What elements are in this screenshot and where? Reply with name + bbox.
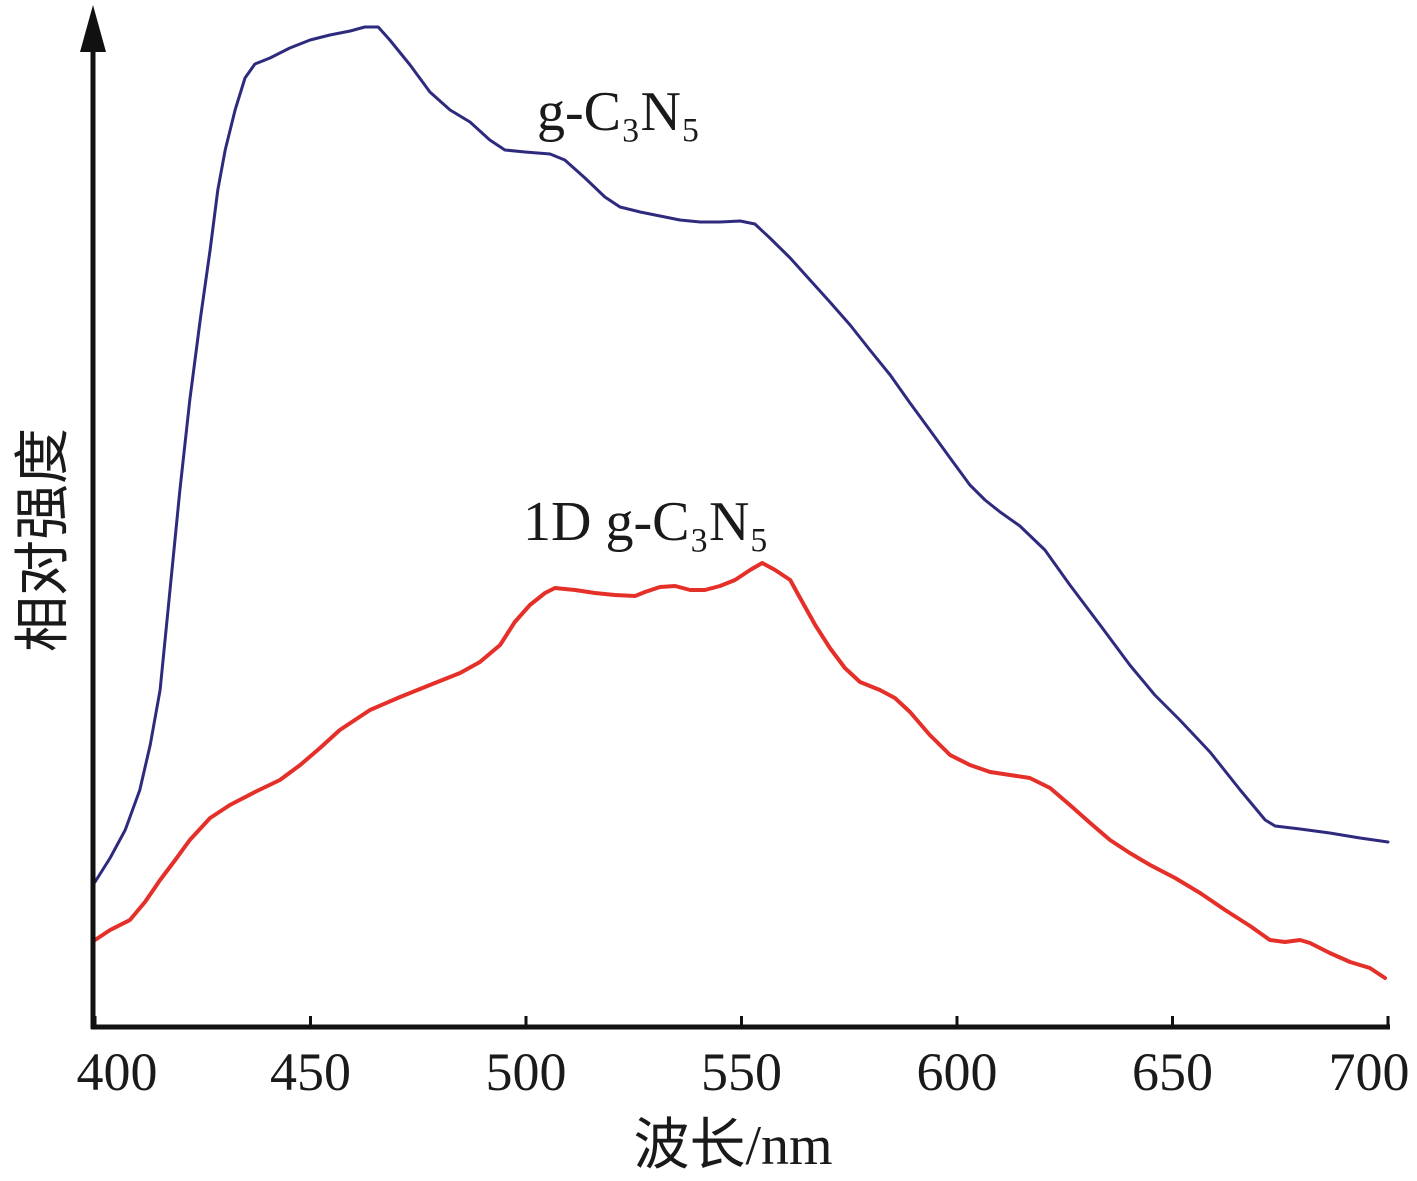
x-tick-label: 450 [270,1042,351,1102]
plot-area [93,25,1390,980]
series-label-1d-g-c3n5: 1D g-C₃N₅ [523,491,769,553]
y-axis-label: 相对强度 [13,428,75,652]
y-axis-arrow [80,5,106,52]
x-tick-label: 700 [1329,1042,1410,1102]
x-tick-label: 550 [701,1042,782,1102]
x-tick-label: 650 [1132,1042,1213,1102]
x-tick-label: 600 [917,1042,998,1102]
x-tick-label: 400 [77,1042,158,1102]
x-tick-label: 500 [486,1042,567,1102]
series-label-g-c3n5: g-C₃N₅ [537,81,701,143]
x-axis-label: 波长/nm [633,1115,832,1177]
series-line-g-c3n5 [93,25,1390,884]
x-axis-ticks: 400 450 500 550 600 650 700 [77,1016,1410,1102]
series-line-1d-g-c3n5 [93,561,1387,980]
